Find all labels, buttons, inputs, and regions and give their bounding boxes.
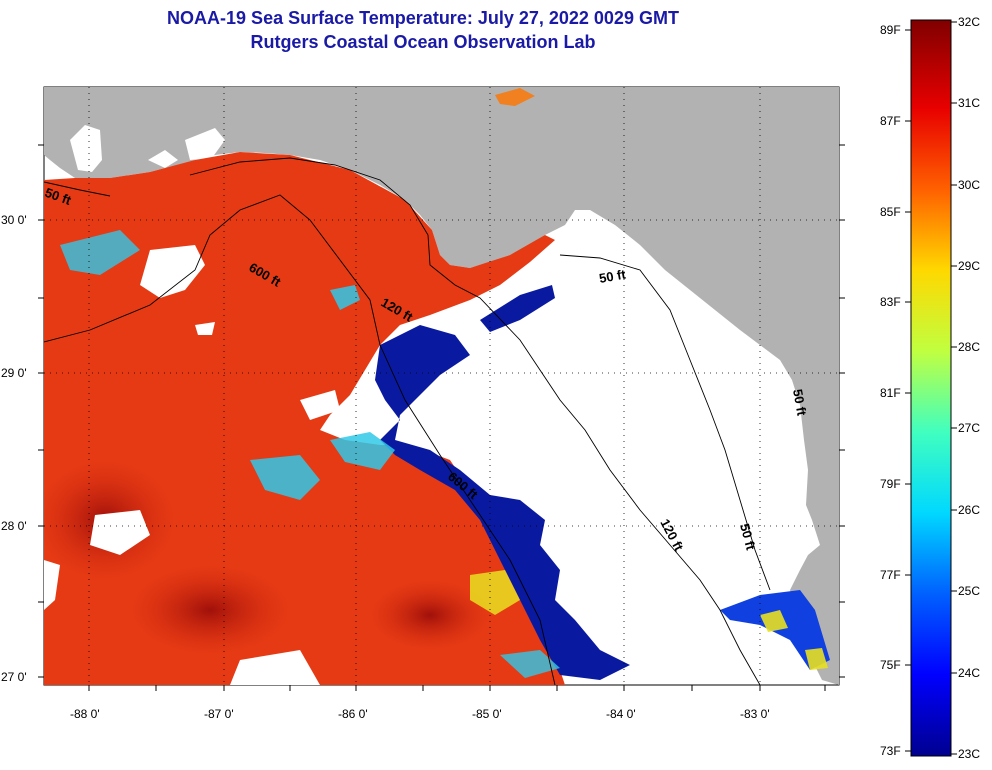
- colorbar-f-label: 83F: [880, 295, 901, 309]
- transition-band: [250, 455, 320, 500]
- cloud-patch: [44, 560, 60, 610]
- warm-blob: [495, 88, 535, 106]
- colorbar-f-label: 73F: [880, 744, 901, 758]
- lon-label: -86 0': [338, 707, 368, 721]
- lat-label: 29 0': [1, 366, 27, 380]
- colorbar-c-label: 28C: [958, 340, 980, 354]
- colorbar-c-label: 32C: [958, 15, 980, 29]
- lon-label: -85 0': [472, 707, 502, 721]
- map-title: NOAA-19 Sea Surface Temperature: July 27…: [167, 8, 679, 28]
- lat-label: 27 0': [1, 670, 27, 684]
- colorbar-f-label: 87F: [880, 114, 901, 128]
- axis-ticks: [38, 144, 845, 691]
- depth-label: 50 ft: [737, 522, 759, 552]
- transition-band: [60, 230, 140, 275]
- lat-label: 28 0': [1, 519, 27, 533]
- colorbar-c-label: 26C: [958, 503, 980, 517]
- colorbar-c-label: 30C: [958, 178, 980, 192]
- colorbar-f-label: 77F: [880, 568, 901, 582]
- colorbar-f-label: 89F: [880, 23, 901, 37]
- colorbar-c-label: 27C: [958, 421, 980, 435]
- colorbar: [910, 19, 952, 757]
- bay: [70, 125, 102, 172]
- contour-120ft: [189, 157, 761, 685]
- lon-label: -88 0': [70, 707, 100, 721]
- contour-50ft: [559, 254, 771, 591]
- depth-label: 50 ft: [598, 266, 628, 286]
- land-area: [44, 87, 839, 685]
- transition-band: [805, 648, 828, 670]
- colorbar-c-label: 31C: [958, 96, 980, 110]
- cloud-patch: [140, 245, 205, 298]
- bay: [148, 150, 178, 168]
- colorbar-f-label: 81F: [880, 386, 901, 400]
- cloud-patch: [195, 322, 215, 335]
- colorbar-f-label: 85F: [880, 205, 901, 219]
- cool-water: [480, 285, 555, 332]
- lon-label: -87 0': [204, 707, 234, 721]
- transition-band: [330, 285, 360, 310]
- lat-lon-grid: [44, 87, 839, 685]
- contour-50ft: [44, 181, 111, 197]
- transition-band: [330, 432, 395, 470]
- lon-label: -83 0': [740, 707, 770, 721]
- hot-spot: [130, 565, 290, 655]
- depth-label: 50 ft: [790, 388, 810, 418]
- colorbar-f-label: 79F: [880, 477, 901, 491]
- colorbar-ticks: [905, 21, 957, 755]
- bay: [185, 128, 225, 160]
- cool-water: [375, 325, 630, 680]
- transition-band: [500, 650, 560, 678]
- lat-label: 30 0': [1, 213, 27, 227]
- cloud-patch: [230, 650, 320, 685]
- transition-band: [470, 570, 520, 615]
- contour-600ft: [44, 194, 556, 685]
- hot-spot: [370, 580, 490, 650]
- transition-band: [760, 610, 788, 632]
- map-subtitle: Rutgers Coastal Ocean Observation Lab: [250, 32, 596, 52]
- cloud-patch: [90, 510, 150, 555]
- lon-label: -84 0': [606, 707, 636, 721]
- colorbar-c-label: 24C: [958, 666, 980, 680]
- colorbar-c-label: 25C: [958, 584, 980, 598]
- colorbar-c-label: 29C: [958, 259, 980, 273]
- map-layers: [44, 87, 839, 685]
- colorbar-f-label: 75F: [880, 658, 901, 672]
- colorbar-c-label: 23C: [958, 747, 980, 761]
- cloud-patch: [300, 390, 340, 420]
